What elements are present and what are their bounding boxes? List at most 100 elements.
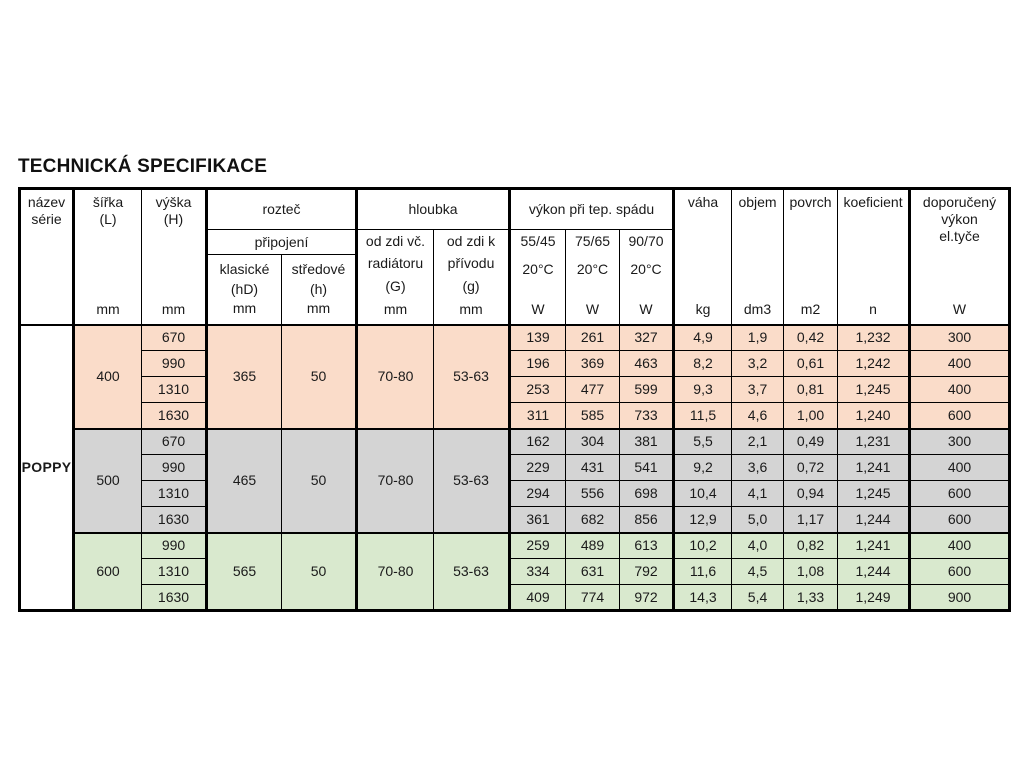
header-volume-label: objem <box>738 193 777 210</box>
volume-cell: 2,1 <box>731 427 785 455</box>
surface-cell: 1,08 <box>783 558 839 585</box>
pitch-classic-cell: 465 <box>205 427 282 533</box>
spec-row: 1630 409 774 972 14,3 5,4 1,33 1,249 900 <box>20 584 1011 611</box>
header-depth-supply-line2: přívodu <box>447 255 495 272</box>
pitch-classic-cell: 365 <box>205 323 282 429</box>
header-power-7565-label: 75/65 <box>574 232 611 249</box>
power-5545-cell: 409 <box>508 584 567 611</box>
surface-cell: 0,72 <box>783 454 839 481</box>
header-volume: objem dm3 <box>731 188 785 325</box>
header-depth-supply-unit: mm <box>459 300 483 317</box>
volume-cell: 5,4 <box>731 584 785 611</box>
power-5545-cell: 259 <box>508 531 567 559</box>
header-pitch-central-unit: mm <box>306 300 331 317</box>
header-pitch-central-paren: (h) <box>309 280 328 297</box>
recommended-power-cell: 400 <box>908 531 1011 559</box>
recommended-power-cell: 900 <box>908 584 1011 611</box>
power-9070-cell: 381 <box>619 427 675 455</box>
pitch-central-cell: 50 <box>281 323 357 429</box>
header-coefficient-unit: n <box>869 300 877 317</box>
table-header: název série šířka (L) mm výška (H) <box>19 188 1011 325</box>
header-power-9070-label: 90/70 <box>628 232 664 249</box>
header-depth-wall-line1: od zdi vč. <box>365 232 426 249</box>
weight-cell: 14,3 <box>672 584 733 611</box>
header-pitch-subgroup: připojení <box>205 229 357 255</box>
header-width-label: šířka <box>92 193 124 210</box>
header-pitch-classic-paren: (hD) <box>230 280 259 297</box>
header-recommended-unit: W <box>952 300 967 317</box>
pitch-classic-cell: 565 <box>205 531 282 611</box>
header-depth-supply-line1: od zdi k <box>446 232 496 249</box>
header-power-group: výkon při tep. spádu <box>508 188 675 230</box>
header-power-9070: 90/70 20°C W <box>619 229 675 325</box>
header-coefficient: koeficient n <box>837 188 911 325</box>
height-cell: 1630 <box>141 506 207 533</box>
header-surface-unit: m2 <box>800 300 821 317</box>
surface-cell: 1,17 <box>783 506 839 533</box>
coefficient-cell: 1,241 <box>837 531 911 559</box>
surface-cell: 0,82 <box>783 531 839 559</box>
height-cell: 1310 <box>141 558 207 585</box>
volume-cell: 5,0 <box>731 506 785 533</box>
recommended-power-cell: 400 <box>908 376 1011 403</box>
depth-supply-cell: 53-63 <box>432 531 511 611</box>
weight-cell: 4,9 <box>672 323 733 351</box>
surface-cell: 0,49 <box>783 427 839 455</box>
surface-cell: 0,42 <box>783 323 839 351</box>
header-weight: váha kg <box>672 188 733 325</box>
power-9070-cell: 972 <box>619 584 675 611</box>
volume-cell: 4,6 <box>731 402 785 429</box>
coefficient-cell: 1,244 <box>837 506 911 533</box>
volume-cell: 4,5 <box>731 558 785 585</box>
header-pitch-central: středové (h) mm <box>281 254 357 325</box>
header-depth-wall-unit: mm <box>383 300 408 317</box>
depth-wall-cell: 70-80 <box>355 427 434 533</box>
depth-supply-cell: 53-63 <box>432 427 511 533</box>
header-surface: povrch m2 <box>783 188 839 325</box>
surface-cell: 1,00 <box>783 402 839 429</box>
power-5545-cell: 162 <box>508 427 567 455</box>
recommended-power-cell: 600 <box>908 480 1011 507</box>
header-weight-unit: kg <box>695 300 711 317</box>
header-height: výška (H) mm <box>141 188 207 325</box>
power-9070-cell: 698 <box>619 480 675 507</box>
width-cell: 400 <box>72 323 142 429</box>
height-cell: 990 <box>141 454 207 481</box>
surface-cell: 0,81 <box>783 376 839 403</box>
spec-row: 1630 311 585 733 11,5 4,6 1,00 1,240 600 <box>20 402 1011 429</box>
header-recommended-line2: výkon <box>941 210 978 227</box>
header-height-label: výška <box>155 193 192 210</box>
header-power-9070-unit: W <box>639 300 653 317</box>
header-pitch-classic-label: klasické <box>219 261 270 278</box>
header-coefficient-label: koeficient <box>843 193 903 210</box>
header-depth-wall-line2: radiátoru <box>367 255 424 272</box>
weight-cell: 9,3 <box>672 376 733 403</box>
spec-row: 1310 294 556 698 10,4 4,1 0,94 1,245 600 <box>20 480 1011 507</box>
recommended-power-cell: 400 <box>908 454 1011 481</box>
depth-supply-cell: 53-63 <box>432 323 511 429</box>
power-5545-cell: 334 <box>508 558 567 585</box>
weight-cell: 10,4 <box>672 480 733 507</box>
header-pitch-central-label: středové <box>291 261 346 278</box>
depth-wall-cell: 70-80 <box>355 323 434 429</box>
spec-row: 1310 253 477 599 9,3 3,7 0,81 1,245 400 <box>20 376 1011 403</box>
coefficient-cell: 1,231 <box>837 427 911 455</box>
height-cell: 1310 <box>141 376 207 403</box>
coefficient-cell: 1,244 <box>837 558 911 585</box>
power-5545-cell: 196 <box>508 350 567 377</box>
recommended-power-cell: 300 <box>908 323 1011 351</box>
power-5545-cell: 294 <box>508 480 567 507</box>
header-height-paren: (H) <box>163 210 184 227</box>
header-power-7565-unit: W <box>585 300 600 317</box>
recommended-power-cell: 400 <box>908 350 1011 377</box>
power-9070-cell: 792 <box>619 558 675 585</box>
power-9070-cell: 613 <box>619 531 675 559</box>
header-name-series-line2: série <box>31 210 62 227</box>
header-power-5545-unit: W <box>531 300 545 317</box>
spec-table-body: POPPY 400 670 365 50 70-80 53-63 139 261 327 4,9 1,… <box>19 323 1011 611</box>
weight-cell: 8,2 <box>672 350 733 377</box>
header-recommended: doporučený výkon el.tyče W <box>908 188 1011 325</box>
header-depth-wall: od zdi vč. radiátoru (G) mm <box>355 229 434 325</box>
surface-cell: 1,33 <box>783 584 839 611</box>
weight-cell: 10,2 <box>672 531 733 559</box>
